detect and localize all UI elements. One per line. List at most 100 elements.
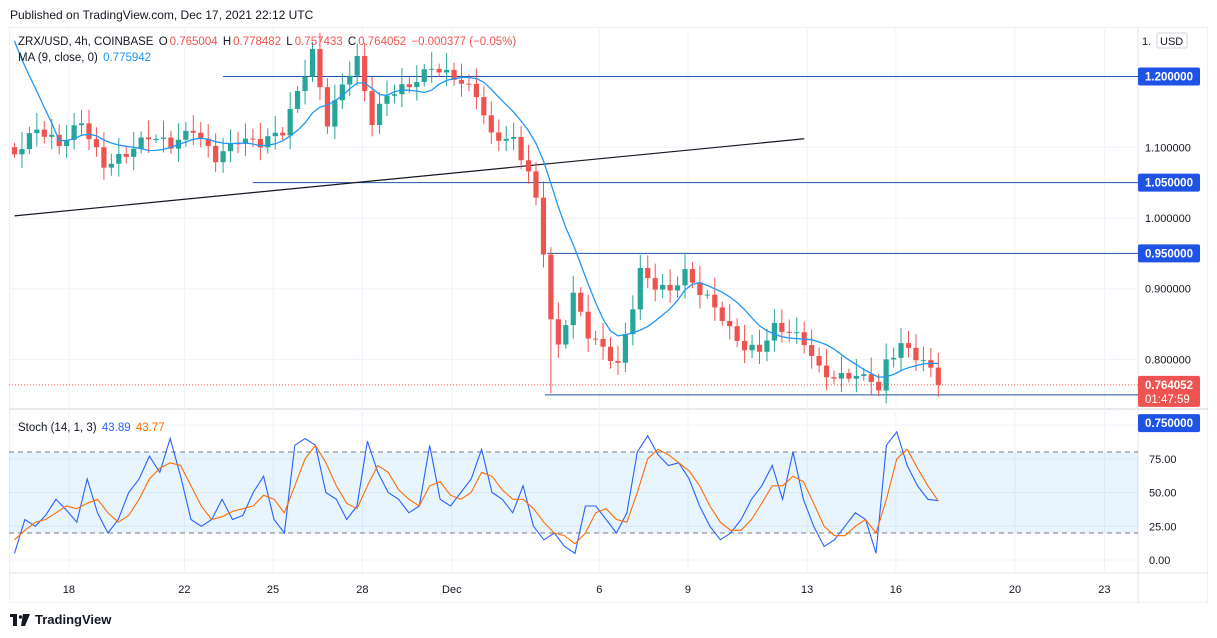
- candle-body: [362, 56, 368, 92]
- candle-body: [295, 91, 301, 109]
- currency-box[interactable]: [1156, 32, 1188, 49]
- tradingview-footer[interactable]: TradingView: [10, 612, 111, 627]
- candle-body: [376, 103, 383, 126]
- candle-body: [779, 322, 785, 332]
- candle-body: [123, 153, 129, 157]
- candle-body: [496, 132, 502, 141]
- candle-body: [846, 373, 852, 379]
- level-lines[interactable]: [223, 76, 1138, 396]
- candle-body: [920, 360, 926, 362]
- trendline-layer[interactable]: [14, 138, 805, 217]
- candle-body: [369, 91, 375, 126]
- time-tick-label: 13: [801, 584, 813, 596]
- grid: [9, 27, 1138, 573]
- candle-body: [64, 139, 70, 147]
- candle-body: [213, 145, 219, 163]
- badge-750-box: [1138, 414, 1200, 433]
- stoch-tick-label: 75.00: [1149, 454, 1177, 466]
- chart-frame[interactable]: 1.100000 1.000000 0.900000 0.800000 18 22 25 28…: [8, 26, 1209, 604]
- stoch-legend[interactable]: Stoch (14, 1, 3) 43.89 43.77: [18, 422, 167, 434]
- stoch-d-line: [14, 444, 939, 545]
- candle-body: [607, 346, 614, 362]
- candle-body: [548, 254, 554, 320]
- candle-body: [429, 68, 435, 70]
- candle-body: [928, 360, 934, 368]
- ma-value: 0.775942: [103, 52, 152, 64]
- candle-body: [578, 292, 584, 312]
- ma-line: [13, 40, 939, 378]
- badge-1050-box: [1138, 173, 1200, 192]
- low-value: 0.757433: [294, 36, 343, 48]
- time-tick-label: 23: [1098, 584, 1110, 596]
- candle-body: [734, 326, 740, 341]
- last-price-label: 0.764052: [1145, 380, 1193, 392]
- candle-body: [533, 171, 539, 198]
- time-tick-label: 18: [63, 584, 75, 596]
- stoch-tick-label: 50.00: [1149, 488, 1177, 500]
- low-label: L: [286, 36, 293, 48]
- candle-body: [146, 137, 152, 140]
- price-tick-label: 1.000000: [1145, 213, 1191, 225]
- published-caption: Published on TradingView.com, Dec 17, 20…: [10, 8, 314, 22]
- candle-body: [585, 311, 591, 339]
- candle-body: [503, 138, 509, 141]
- candle-body: [347, 75, 353, 85]
- price-tick-label: 1.100000: [1145, 142, 1191, 154]
- candle-body: [250, 138, 256, 140]
- time-tick-label: 16: [890, 584, 902, 596]
- candle-body: [727, 320, 733, 327]
- time-tick-label: 6: [596, 584, 602, 596]
- candle-body: [682, 269, 688, 286]
- price-badges: 1.200000 1.050000 0.950000 0.750000 0.764052…: [1138, 67, 1200, 433]
- candle-body: [257, 139, 263, 148]
- candle-body: [227, 143, 234, 152]
- candle-body: [630, 309, 636, 335]
- candle-body: [414, 82, 420, 88]
- badge-1050: 1.050000: [1145, 178, 1193, 190]
- candle-body: [689, 269, 696, 283]
- candle-body: [771, 322, 777, 341]
- candles: [11, 32, 941, 404]
- candle-body: [458, 79, 465, 84]
- high-label: H: [222, 36, 232, 48]
- symbol-label[interactable]: ZRX/USD, 4h, COINBASE: [18, 36, 154, 48]
- chart-canvas[interactable]: 1.100000 1.000000 0.900000 0.800000 18 22 25 28…: [8, 26, 1209, 604]
- candle-body: [563, 325, 569, 345]
- candle-body: [622, 334, 628, 363]
- candle-body: [637, 267, 643, 310]
- candle-body: [71, 125, 77, 140]
- last-price-badge: [1138, 375, 1200, 407]
- currency-label: USD: [1160, 36, 1183, 48]
- candle-body: [898, 343, 904, 358]
- candle-body: [645, 267, 651, 279]
- candle-body: [451, 69, 457, 80]
- candle-body: [190, 130, 196, 133]
- candle-body: [324, 87, 330, 127]
- candle-body: [93, 139, 100, 148]
- ma-legend[interactable]: MA (9, close, 0) 0.775942: [18, 52, 153, 64]
- candle-body: [742, 340, 748, 351]
- candle-body: [78, 123, 85, 126]
- candle-body: [704, 294, 710, 296]
- candle-body: [697, 282, 703, 296]
- axis-labels: 1.100000 1.000000 0.900000 0.800000 18 22 25 28…: [63, 142, 1191, 596]
- time-tick-label: Dec: [442, 584, 462, 596]
- candle-body: [861, 374, 867, 376]
- badge-750: 0.750000: [1145, 418, 1193, 430]
- candle-body: [749, 344, 755, 351]
- candle-body: [816, 356, 822, 366]
- stoch-d-value: 43.77: [135, 422, 165, 434]
- candle-body: [49, 134, 55, 137]
- open-value: 0.765004: [169, 36, 218, 48]
- candle-body: [205, 138, 211, 146]
- candle-body: [183, 130, 189, 140]
- candle-body: [466, 83, 472, 85]
- candle-body: [354, 56, 360, 76]
- candle-body: [615, 361, 621, 363]
- price-top-tick: 1.: [1142, 36, 1151, 48]
- candle-body: [525, 160, 532, 172]
- candle-body: [242, 138, 249, 144]
- open-label: O: [158, 36, 168, 48]
- time-tick-label: 22: [178, 584, 190, 596]
- candle-body: [570, 292, 576, 326]
